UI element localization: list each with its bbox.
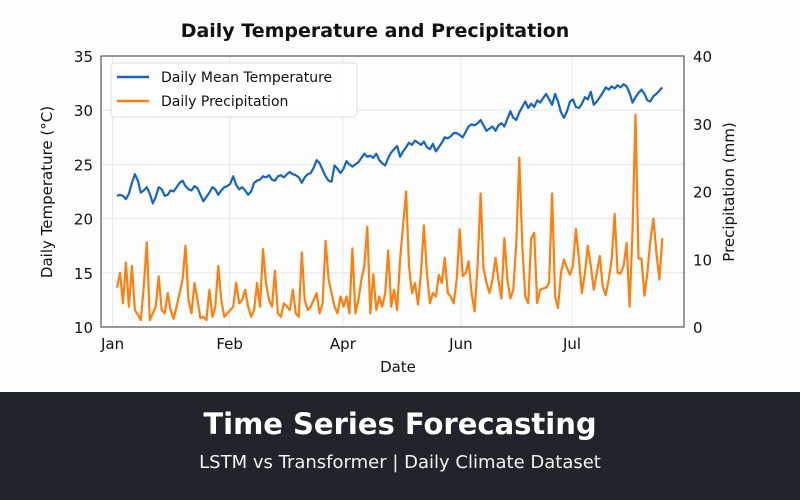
- banner-subtitle: LSTM vs Transformer | Daily Climate Data…: [199, 452, 601, 473]
- legend-box: [110, 62, 358, 118]
- precipitation-series: [115, 113, 664, 322]
- x-tick-label: Jan: [100, 335, 124, 353]
- y-right-tick-label: 10: [693, 251, 712, 269]
- y-axis-right-label: Precipitation (mm): [720, 122, 738, 261]
- plot-frame: [100, 55, 685, 328]
- y-left-tick-label: 20: [74, 211, 93, 229]
- x-tick-label: Jul: [562, 335, 581, 353]
- legend: Daily Mean Temperature Daily Precipitati…: [110, 62, 358, 118]
- temperature-series: [116, 83, 664, 205]
- y-left-tick-label: 35: [74, 48, 93, 66]
- y-right-tick-label: 30: [693, 116, 712, 134]
- y-left-tick-label: 30: [74, 102, 93, 120]
- y-left-tick-label: 10: [74, 319, 93, 337]
- y-right-tick-label: 40: [693, 48, 712, 66]
- y-left-tick-label: 15: [74, 265, 93, 283]
- y-right-tick-label: 0: [693, 319, 703, 337]
- series-group: [115, 83, 664, 322]
- y-left-tick-label: 25: [74, 156, 93, 174]
- banner-title: Time Series Forecasting: [203, 407, 597, 441]
- x-tick-label: Apr: [330, 335, 357, 353]
- ticks: 10 15 20 25 30 35 0 10 20 30 40 Jan Feb Apr Jun Jul: [74, 48, 712, 353]
- title-banner: Time Series Forecasting LSTM vs Transfor…: [0, 392, 800, 500]
- legend-label-precipitation: Daily Precipitation: [161, 94, 288, 110]
- chart-background: [0, 0, 800, 392]
- y-axis-left-label: Daily Temperature (°C): [38, 106, 56, 278]
- dual-axis-line-chart: Daily Temperature and Precipitation 10 15…: [0, 0, 800, 392]
- precipitation-line: [115, 113, 664, 322]
- legend-label-temperature: Daily Mean Temperature: [161, 70, 332, 86]
- x-tick-label: Feb: [216, 335, 243, 353]
- x-tick-label: Jun: [448, 335, 472, 353]
- chart-title: Daily Temperature and Precipitation: [181, 20, 570, 42]
- x-axis-label: Date: [380, 358, 416, 376]
- temperature-line: [116, 83, 664, 205]
- y-right-tick-label: 20: [693, 184, 712, 202]
